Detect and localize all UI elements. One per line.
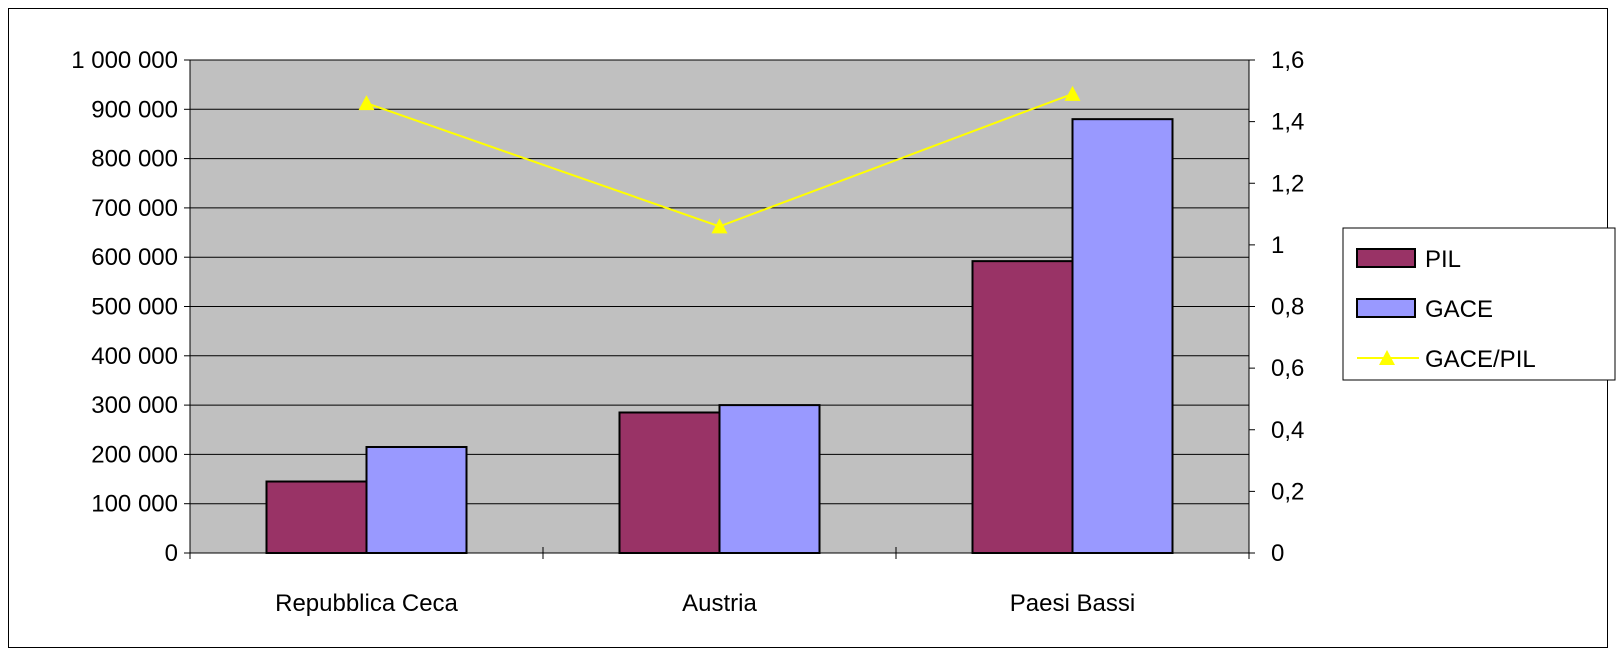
- legend-label-0: PIL: [1425, 246, 1461, 273]
- y-left-tick-label: 700 000: [91, 195, 178, 222]
- y-right-tick-label: 0,4: [1271, 417, 1304, 444]
- bar-gace-0: [365, 446, 468, 555]
- legend-swatch-1: [1356, 298, 1416, 318]
- legend-swatch-0: [1356, 248, 1416, 268]
- x-tick-label: Repubblica Ceca: [275, 590, 458, 617]
- y-right-tick-label: 1,6: [1271, 47, 1304, 74]
- y-right-tick-label: 0,2: [1271, 478, 1304, 505]
- y-left-tick-label: 1 000 000: [71, 47, 178, 74]
- marker-gace-pil-2: [1064, 85, 1081, 101]
- x-tick-label: Austria: [682, 590, 757, 617]
- y-right-tick-label: 0,8: [1271, 294, 1304, 321]
- bar-gace-1: [718, 404, 821, 554]
- x-tick-label: Paesi Bassi: [1010, 590, 1135, 617]
- y-left-tick-label: 100 000: [91, 491, 178, 518]
- legend-marker-swatch: [1379, 350, 1395, 365]
- y-left-tick-label: 900 000: [91, 96, 178, 123]
- bar-pil-2: [971, 260, 1074, 554]
- y-left-tick-label: 800 000: [91, 146, 178, 173]
- marker-gace-pil-0: [358, 95, 375, 111]
- bar-gace-2: [1071, 118, 1174, 554]
- y-left-tick-label: 300 000: [91, 392, 178, 419]
- y-right-tick-label: 1,2: [1271, 170, 1304, 197]
- y-left-tick-label: 600 000: [91, 244, 178, 271]
- y-left-tick-label: 400 000: [91, 343, 178, 370]
- legend-label-1: GACE: [1425, 296, 1493, 323]
- marker-gace-pil-1: [711, 218, 728, 234]
- bar-pil-0: [265, 480, 368, 555]
- y-left-tick-label: 500 000: [91, 294, 178, 321]
- bar-pil-1: [618, 411, 721, 554]
- legend-label-2: GACE/PIL: [1425, 346, 1536, 373]
- y-left-tick-label: 0: [165, 540, 178, 567]
- y-left-tick-label: 200 000: [91, 441, 178, 468]
- y-right-tick-label: 0: [1271, 540, 1284, 567]
- y-right-tick-label: 0,6: [1271, 355, 1304, 382]
- y-right-tick-label: 1,4: [1271, 109, 1304, 136]
- y-right-tick-label: 1: [1271, 232, 1284, 259]
